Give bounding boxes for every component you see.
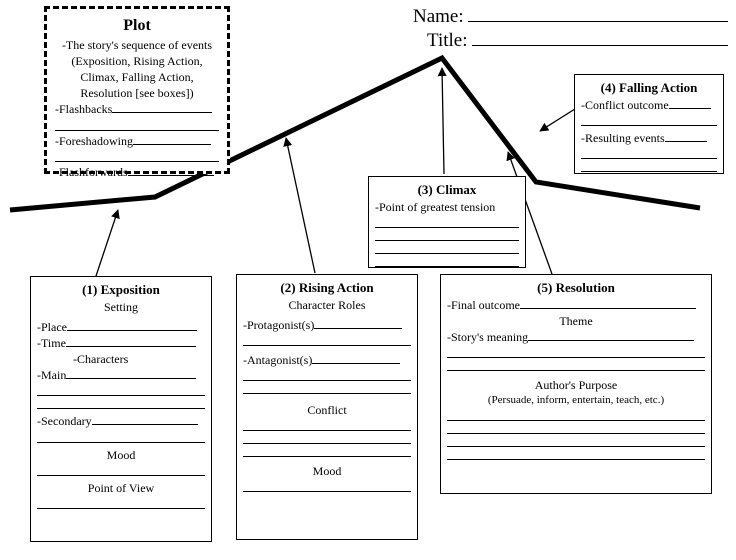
rising-mood-label: Mood	[243, 463, 411, 479]
final-outcome-field[interactable]	[520, 298, 696, 309]
climax-field4[interactable]	[375, 256, 519, 267]
conflict-field2[interactable]	[243, 433, 411, 444]
exposition-title: (1) Exposition	[37, 281, 205, 299]
purpose-field4[interactable]	[447, 449, 705, 460]
climax-field3[interactable]	[375, 243, 519, 254]
protagonist-label: -Protagonist(s)	[243, 318, 314, 332]
plot-box: Plot -The story's sequence of events (Ex…	[44, 6, 230, 174]
meaning-label: -Story's meaning	[447, 330, 528, 344]
foreshadowing-field2[interactable]	[55, 151, 219, 162]
climax-box: (3) Climax -Point of greatest tension	[368, 176, 526, 268]
flashforwards-label: -Flashforwards	[55, 165, 128, 179]
climax-field2[interactable]	[375, 230, 519, 241]
main-label: -Main	[37, 368, 66, 382]
resolution-title: (5) Resolution	[447, 279, 705, 297]
final-outcome-label: -Final outcome	[447, 298, 520, 312]
purpose-label: Author's Purpose	[447, 377, 705, 393]
protagonist-field2[interactable]	[243, 335, 411, 346]
exposition-box: (1) Exposition Setting -Place -Time -Cha…	[30, 276, 212, 542]
main-field3[interactable]	[37, 398, 205, 409]
plot-desc4: Resolution [see boxes])	[55, 85, 219, 101]
rising-title: (2) Rising Action	[243, 279, 411, 297]
flashbacks-label: -Flashbacks	[55, 102, 112, 116]
resulting-field[interactable]	[665, 131, 707, 142]
purpose-field1[interactable]	[447, 410, 705, 421]
resulting-field2[interactable]	[581, 148, 717, 159]
climax-field1[interactable]	[375, 217, 519, 228]
plot-title: Plot	[55, 15, 219, 37]
antagonist-field3[interactable]	[243, 383, 411, 394]
falling-action-box: (4) Falling Action -Conflict outcome -Re…	[574, 74, 724, 174]
main-field[interactable]	[66, 369, 196, 380]
name-label: Name:	[413, 6, 468, 28]
pov-label: Point of View	[37, 480, 205, 496]
secondary-field[interactable]	[92, 415, 198, 426]
rising-mood-field[interactable]	[243, 481, 411, 492]
foreshadowing-label: -Foreshadowing	[55, 134, 133, 148]
conflict-outcome-field[interactable]	[669, 98, 711, 109]
resolution-box: (5) Resolution -Final outcome Theme -Sto…	[440, 274, 712, 494]
purpose-desc: (Persuade, inform, entertain, teach, etc…	[447, 393, 705, 408]
conflict-field[interactable]	[243, 420, 411, 431]
resulting-label: -Resulting events	[581, 131, 665, 145]
conflict-label: Conflict	[243, 402, 411, 418]
purpose-field2[interactable]	[447, 423, 705, 434]
flashbacks-field2[interactable]	[55, 120, 219, 131]
secondary-label: -Secondary	[37, 414, 92, 428]
purpose-field3[interactable]	[447, 436, 705, 447]
conflict-outcome-field2[interactable]	[581, 115, 717, 126]
mood-label: Mood	[37, 447, 205, 463]
title-field[interactable]	[472, 31, 729, 46]
climax-point: -Point of greatest tension	[375, 199, 519, 215]
roles-label: Character Roles	[243, 297, 411, 313]
worksheet-header: Name: Title:	[413, 6, 728, 54]
resulting-field3[interactable]	[581, 161, 717, 172]
title-label: Title:	[413, 30, 472, 52]
antagonist-field[interactable]	[312, 353, 400, 364]
place-field[interactable]	[67, 320, 197, 331]
name-field[interactable]	[468, 7, 728, 22]
protagonist-field[interactable]	[314, 318, 402, 329]
place-label: -Place	[37, 320, 67, 334]
conflict-outcome-label: -Conflict outcome	[581, 98, 669, 112]
setting-label: Setting	[37, 299, 205, 315]
conflict-field3[interactable]	[243, 446, 411, 457]
rising-action-box: (2) Rising Action Character Roles -Prota…	[236, 274, 418, 540]
plot-desc2: (Exposition, Rising Action,	[55, 53, 219, 69]
meaning-field2[interactable]	[447, 347, 705, 358]
flashforwards-field[interactable]	[128, 165, 214, 176]
foreshadowing-field[interactable]	[133, 134, 211, 145]
main-field2[interactable]	[37, 385, 205, 396]
flashbacks-field[interactable]	[112, 103, 212, 114]
plot-desc3: Climax, Falling Action,	[55, 69, 219, 85]
time-field[interactable]	[66, 336, 196, 347]
meaning-field[interactable]	[528, 330, 694, 341]
time-label: -Time	[37, 336, 66, 350]
falling-title: (4) Falling Action	[581, 79, 717, 97]
antagonist-field2[interactable]	[243, 370, 411, 381]
plot-desc1: -The story's sequence of events	[55, 37, 219, 53]
climax-title: (3) Climax	[375, 181, 519, 199]
pov-field[interactable]	[37, 498, 205, 509]
theme-label: Theme	[447, 313, 705, 329]
secondary-field2[interactable]	[37, 432, 205, 443]
mood-field[interactable]	[37, 465, 205, 476]
meaning-field3[interactable]	[447, 360, 705, 371]
antagonist-label: -Antagonist(s)	[243, 353, 312, 367]
characters-label: -Characters	[37, 351, 205, 367]
